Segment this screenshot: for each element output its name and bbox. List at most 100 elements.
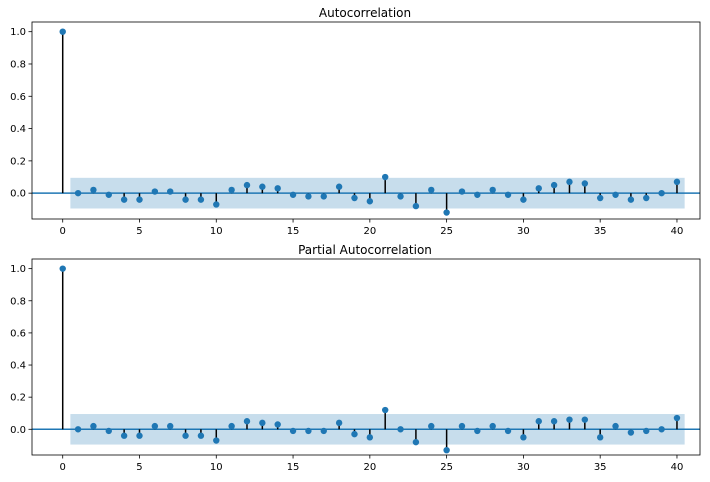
acf-marker-lag-24 bbox=[428, 186, 435, 194]
acf-marker-lag-5 bbox=[136, 196, 143, 203]
acf-marker-lag-2 bbox=[90, 186, 97, 194]
acf-marker-lag-26 bbox=[458, 188, 466, 195]
partial-autocorrelation-title: Partial Autocorrelation bbox=[298, 243, 432, 257]
pacf-marker-lag-5 bbox=[136, 432, 143, 439]
acf-marker-lag-6 bbox=[151, 188, 159, 195]
pacf-axes-frame bbox=[31, 258, 701, 456]
pacf-marker-lag-2 bbox=[90, 422, 97, 430]
acf-marker-lag-20 bbox=[366, 198, 374, 205]
pacf-marker-lag-31 bbox=[535, 418, 542, 425]
pacf-marker-lag-27 bbox=[474, 427, 481, 435]
pacf-marker-lag-0 bbox=[59, 265, 66, 272]
acf-ytick-label-2: 0.4 bbox=[10, 124, 26, 135]
pacf-marker-lag-28 bbox=[489, 422, 496, 430]
acf-marker-lag-32 bbox=[550, 181, 558, 189]
acf-marker-lag-31 bbox=[535, 185, 542, 192]
pacf-marker-lag-16 bbox=[305, 427, 312, 435]
acf-xtick-label-20: 20 bbox=[363, 226, 376, 237]
pacf-marker-lag-22 bbox=[397, 426, 404, 433]
acf-xtick-label-0: 0 bbox=[60, 226, 66, 237]
pacf-xtick-label-40: 40 bbox=[671, 462, 684, 473]
pacf-marker-lag-33 bbox=[566, 416, 573, 423]
acf-marker-lag-40 bbox=[673, 178, 681, 186]
acf-marker-lag-37 bbox=[627, 196, 635, 203]
acf-marker-lag-8 bbox=[182, 196, 189, 203]
pacf-marker-lag-15 bbox=[289, 427, 297, 435]
pacf-ytick-label-3: 0.6 bbox=[10, 328, 26, 339]
acf-xtick-label-30: 30 bbox=[517, 226, 530, 237]
acf-marker-lag-19 bbox=[351, 194, 358, 202]
acf-marker-lag-1 bbox=[74, 189, 82, 197]
autocorrelation-plot-area: 0 5 10 15 20 25 30 35 40 0.0 0.2 0.4 0.6 0.8 1.0 bbox=[10, 21, 701, 237]
pacf-marker-lag-10 bbox=[213, 437, 220, 444]
acf-marker-lag-29 bbox=[504, 191, 512, 198]
partial-autocorrelation-panel: Partial Autocorrelation 0 5 10 15 20 25 30 35 40… bbox=[10, 243, 701, 473]
pacf-marker-lag-40 bbox=[673, 414, 681, 422]
pacf-ytick-label-1: 0.2 bbox=[10, 393, 26, 404]
acf-marker-lag-27 bbox=[474, 191, 481, 198]
acf-marker-lag-9 bbox=[197, 196, 205, 203]
acf-ytick-label-0: 0.0 bbox=[10, 189, 26, 200]
pacf-marker-lag-38 bbox=[643, 427, 650, 435]
pacf-marker-lag-21 bbox=[381, 406, 389, 414]
pacf-ytick-label-0: 0.0 bbox=[10, 425, 26, 436]
acf-marker-lag-25 bbox=[443, 209, 450, 216]
pacf-marker-lag-8 bbox=[182, 432, 189, 439]
acf-ytick-label-1: 0.2 bbox=[10, 156, 26, 167]
acf-ytick-label-5: 1.0 bbox=[10, 27, 26, 38]
pacf-marker-lag-7 bbox=[167, 422, 174, 430]
pacf-marker-lag-18 bbox=[335, 419, 343, 427]
pacf-ytick-label-5: 1.0 bbox=[10, 264, 26, 275]
pacf-marker-lag-4 bbox=[120, 432, 128, 439]
acf-xtick-label-10: 10 bbox=[210, 226, 223, 237]
acf-marker-lag-23 bbox=[412, 202, 420, 210]
acf-ytick-label-3: 0.6 bbox=[10, 92, 26, 103]
acf-marker-lag-3 bbox=[105, 191, 112, 198]
acf-marker-lag-39 bbox=[658, 189, 665, 197]
pacf-xtick-label-10: 10 bbox=[210, 462, 223, 473]
acf-marker-lag-0 bbox=[59, 28, 66, 35]
pacf-marker-lag-11 bbox=[228, 422, 235, 430]
acf-marker-lag-30 bbox=[520, 196, 527, 203]
pacf-xtick-label-20: 20 bbox=[363, 462, 376, 473]
acf-marker-lag-33 bbox=[566, 178, 573, 186]
pacf-xtick-label-5: 5 bbox=[136, 462, 142, 473]
pacf-marker-lag-25 bbox=[443, 446, 450, 454]
acf-marker-lag-7 bbox=[167, 188, 174, 195]
acf-marker-lag-15 bbox=[289, 191, 297, 198]
pacf-marker-lag-23 bbox=[412, 438, 420, 446]
acf-marker-lag-16 bbox=[305, 193, 312, 200]
pacf-marker-lag-39 bbox=[658, 426, 665, 433]
pacf-marker-lag-26 bbox=[458, 422, 466, 430]
partial-autocorrelation-plot-area: 0 5 10 15 20 25 30 35 40 0.0 0.2 0.4 0.6 0.8 1.0 bbox=[10, 258, 701, 473]
acf-marker-lag-22 bbox=[397, 193, 404, 200]
pacf-marker-lag-3 bbox=[105, 427, 112, 435]
pacf-marker-lag-12 bbox=[243, 418, 251, 425]
pacf-marker-lag-36 bbox=[612, 422, 619, 430]
acf-xtick-label-35: 35 bbox=[594, 226, 607, 237]
acf-marker-lag-38 bbox=[643, 194, 650, 202]
pacf-marker-lag-20 bbox=[366, 434, 374, 441]
acf-marker-lag-36 bbox=[612, 191, 619, 198]
pacf-marker-lag-19 bbox=[351, 430, 358, 438]
acf-marker-lag-13 bbox=[259, 183, 266, 190]
acf-marker-lag-12 bbox=[243, 181, 251, 189]
acf-marker-lag-17 bbox=[320, 193, 327, 200]
pacf-marker-lag-30 bbox=[520, 434, 527, 441]
acf-marker-lag-10 bbox=[213, 201, 220, 208]
pacf-ytick-label-4: 0.8 bbox=[10, 296, 26, 307]
autocorrelation-title: Autocorrelation bbox=[319, 6, 411, 20]
acf-marker-lag-18 bbox=[335, 183, 343, 190]
pacf-marker-lag-13 bbox=[259, 419, 266, 427]
pacf-xtick-label-30: 30 bbox=[517, 462, 530, 473]
pacf-marker-lag-35 bbox=[596, 434, 604, 441]
pacf-marker-lag-29 bbox=[504, 427, 512, 435]
acf-xtick-label-40: 40 bbox=[671, 226, 684, 237]
acf-marker-lag-4 bbox=[120, 196, 128, 203]
pacf-marker-lag-32 bbox=[550, 418, 558, 425]
pacf-xtick-label-15: 15 bbox=[287, 462, 300, 473]
pacf-marker-lag-1 bbox=[74, 426, 82, 433]
pacf-xtick-label-0: 0 bbox=[60, 462, 66, 473]
